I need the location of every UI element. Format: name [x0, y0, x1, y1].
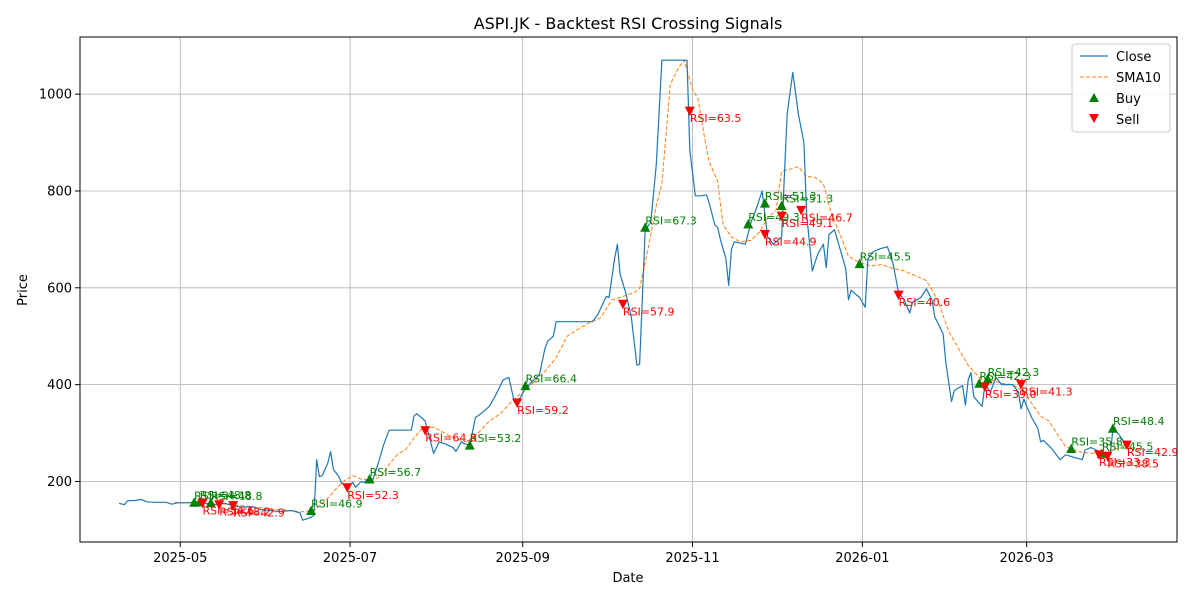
close-line	[118, 59, 1131, 521]
buy-marker	[640, 222, 651, 232]
buy-signal-label: RSI=45.5	[860, 251, 912, 264]
axis-ticks: 2025-05 2025-07 2025-09 2025-11 2026-01 2026-…	[39, 88, 1054, 566]
sell-signal-label: RSI=40.6	[899, 296, 951, 309]
sell-marker	[512, 398, 523, 409]
legend-sell-marker	[1089, 114, 1099, 123]
sell-marker	[1121, 440, 1132, 451]
sell-signal-label: RSI=54.6	[203, 504, 255, 517]
buy-signal-label: RSI=49.3	[748, 211, 800, 224]
sell-marker	[776, 211, 787, 222]
close-series	[118, 59, 1131, 521]
buy-signal-label: RSI=53.2	[470, 432, 522, 445]
sell-marker	[1102, 451, 1113, 462]
buy-marker	[364, 474, 375, 484]
x-tick-label: 2025-11	[665, 551, 719, 566]
sell-marker	[420, 426, 431, 436]
sell-signal-label: RSI=42.9	[233, 507, 285, 520]
legend-buy-marker	[1089, 93, 1099, 102]
legend-sell-label: Sell	[1116, 113, 1139, 128]
y-tick-label: 1000	[39, 88, 72, 103]
sell-signal-label: RSI=38.5	[1107, 457, 1159, 470]
buy-marker	[776, 200, 787, 210]
sell-marker	[617, 299, 628, 310]
sell-signal-label: RSI=59.2	[517, 404, 569, 417]
buy-marker	[982, 373, 993, 384]
x-tick-label: 2025-09	[496, 551, 550, 566]
sell-signal-label: RSI=39.0	[985, 388, 1037, 401]
buy-signal-label: RSI=51.3	[782, 192, 834, 205]
buy-signal-label: RSI=51.3	[765, 190, 817, 203]
sell-marker	[684, 106, 695, 117]
x-axis-title: Date	[612, 571, 643, 586]
sell-signal-label: RSI=49.1	[782, 217, 834, 230]
sell-marker	[759, 230, 770, 240]
x-tick-label: 2026-03	[999, 551, 1053, 566]
buy-marker	[1066, 443, 1077, 454]
buy-signal-label: RSI=42.3	[988, 366, 1040, 379]
sell-signal-label: RSI=41.3	[1021, 386, 1073, 399]
sell-marker	[1094, 450, 1105, 460]
buy-marker	[1107, 423, 1118, 433]
buy-signal-label: RSI=35.8	[1071, 436, 1123, 449]
legend-buy-label: Buy	[1116, 92, 1141, 107]
y-tick-label: 800	[47, 184, 72, 199]
buy-signal-label: RSI=48.8	[200, 489, 252, 502]
sell-signal-label: RSI=46.7	[801, 211, 853, 224]
buy-signal-label: RSI=66.4	[525, 373, 577, 386]
buy-marker	[464, 440, 475, 450]
y-tick-label: 600	[47, 281, 72, 296]
sell-signal-label: RSI=64.8	[425, 432, 477, 445]
sell-marker	[1016, 380, 1027, 390]
y-tick-label: 400	[47, 378, 72, 393]
y-axis-title: Price	[16, 274, 31, 306]
buy-marker	[854, 258, 865, 269]
sell-marker	[979, 382, 990, 393]
buy-signal-label: RSI=56.7	[370, 466, 422, 479]
sell-marker	[342, 483, 353, 493]
y-tick-label: 200	[47, 475, 72, 490]
sell-marker	[214, 500, 225, 510]
buy-marker	[306, 505, 317, 516]
x-tick-label: 2026-01	[835, 551, 889, 566]
buy-marker	[743, 218, 754, 229]
x-tick-label: 2025-05	[153, 551, 207, 566]
buy-signal-label: RSI=46.9	[311, 498, 363, 511]
sell-marker	[796, 205, 807, 216]
x-tick-label: 2025-07	[323, 551, 377, 566]
legend: Close SMA10 Buy Sell	[1071, 43, 1171, 133]
buy-marker	[759, 198, 770, 208]
sell-signal-label: RSI=57.9	[623, 305, 675, 318]
buy-signal-label: RSI=42.3	[979, 370, 1031, 383]
sell-marker	[893, 290, 904, 301]
buy-signal-label: RSI=67.3	[645, 214, 697, 227]
legend-box	[1071, 43, 1171, 133]
buy-signal-label: RSI=48.4	[1113, 415, 1165, 428]
sell-signal-label: RSI=33.3	[1099, 456, 1151, 469]
sell-signal-label: RSI=48.2	[219, 506, 271, 519]
sell-signal-label: RSI=63.5	[690, 112, 742, 125]
sell-signal-label: RSI=52.3	[347, 489, 399, 502]
sell-signal-label: RSI=42.9	[1127, 446, 1179, 459]
sma10-series	[174, 59, 1130, 513]
plot-frame	[79, 36, 1178, 543]
sma10-line	[174, 59, 1130, 513]
sell-marker	[228, 501, 239, 511]
buy-marker	[205, 497, 216, 508]
signal-markers: RSI=54.1RSI=48.8RSI=48.8RSI=46.9RSI=56.7…	[189, 106, 1179, 520]
chart-title: ASPI.JK - Backtest RSI Crossing Signals	[474, 14, 783, 33]
legend-sma-label: SMA10	[1116, 71, 1161, 86]
legend-close-label: Close	[1116, 50, 1151, 65]
grid	[80, 37, 1177, 542]
sell-marker	[197, 498, 208, 509]
buy-marker	[520, 380, 531, 391]
sell-signal-label: RSI=44.9	[765, 236, 817, 249]
buy-signal-label: RSI=48.8	[211, 490, 263, 503]
